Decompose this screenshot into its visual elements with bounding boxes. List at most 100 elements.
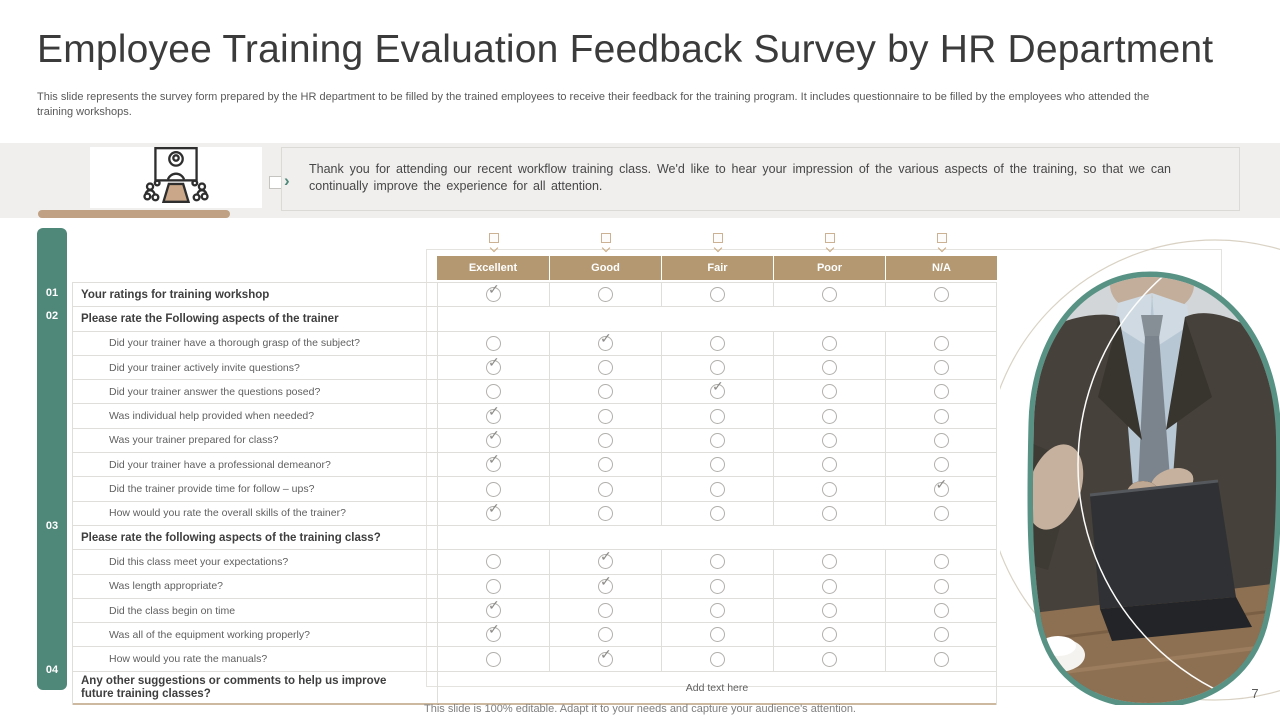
table-row: Please rate the following aspects of the… <box>73 525 996 551</box>
radio-excellent[interactable] <box>486 384 501 400</box>
intro-text-box: Thank you for attending our recent workf… <box>281 147 1240 211</box>
radio-good[interactable] <box>598 360 613 376</box>
radio-checked-excellent[interactable]: ✓ <box>486 282 501 303</box>
question-cell: Did your trainer have a thorough grasp o… <box>109 337 360 350</box>
radio-checked-fair[interactable]: ✓ <box>710 379 725 400</box>
radio-checked-n-a[interactable]: ✓ <box>933 477 949 497</box>
radio-fair[interactable] <box>710 627 725 643</box>
radio-n-a[interactable] <box>933 627 949 643</box>
radio-fair[interactable] <box>710 360 725 376</box>
radio-good[interactable] <box>598 384 613 400</box>
radio-checked-good[interactable]: ✓ <box>598 549 613 570</box>
rating-cell-excellent: ✓ <box>437 622 549 647</box>
table-row: Did your trainer have a thorough grasp o… <box>73 331 996 356</box>
radio-fair[interactable] <box>710 481 725 497</box>
radio-poor[interactable] <box>822 408 837 424</box>
radio-fair[interactable] <box>710 578 725 594</box>
radio-checked-excellent[interactable]: ✓ <box>486 428 501 448</box>
radio-poor[interactable] <box>822 432 837 448</box>
table-row: Was length appropriate? ✓ <box>73 574 996 599</box>
rating-cell-good <box>549 355 661 380</box>
radio-n-a[interactable] <box>933 603 949 618</box>
check-icon: ✓ <box>488 426 500 443</box>
radio-n-a[interactable] <box>933 651 949 667</box>
radio-n-a[interactable] <box>933 554 949 570</box>
radio-excellent[interactable] <box>486 554 501 570</box>
radio-checked-excellent[interactable]: ✓ <box>486 404 501 424</box>
radio-poor[interactable] <box>822 627 837 643</box>
radio-n-a[interactable] <box>933 505 949 521</box>
radio-poor[interactable] <box>822 457 837 473</box>
radio-checked-excellent[interactable]: ✓ <box>486 598 501 618</box>
radio-checked-excellent[interactable]: ✓ <box>486 452 501 473</box>
table-row: Did this class meet your expectations? ✓ <box>73 549 996 575</box>
rating-cell-poor <box>773 550 885 574</box>
question-cell: Was individual help provided when needed… <box>109 410 315 423</box>
column-header-spacer <box>72 256 437 280</box>
radio-fair[interactable] <box>710 651 725 667</box>
survey-header-row: Excellent Good Fair Poor N/A <box>72 256 997 280</box>
table-row: Any other suggestions or comments to hel… <box>73 671 996 706</box>
column-marker-icon-n-a <box>936 233 948 253</box>
radio-checked-excellent[interactable]: ✓ <box>486 622 501 643</box>
radio-n-a[interactable] <box>933 335 949 351</box>
radio-checked-excellent[interactable]: ✓ <box>486 355 501 376</box>
radio-good[interactable] <box>598 432 613 448</box>
radio-fair[interactable] <box>710 287 725 303</box>
radio-poor[interactable] <box>822 335 837 351</box>
radio-poor[interactable] <box>822 578 837 594</box>
radio-fair[interactable] <box>710 554 725 570</box>
question-cell: Was your trainer prepared for class? <box>109 434 279 447</box>
rating-cell-n-a <box>885 647 996 671</box>
check-icon: ✓ <box>488 451 500 468</box>
question-cell: Did your trainer answer the questions po… <box>109 385 321 398</box>
rating-cell-excellent: ✓ <box>437 452 549 477</box>
rating-cell-good <box>549 623 661 647</box>
radio-good[interactable] <box>598 457 613 473</box>
radio-good[interactable] <box>598 481 613 497</box>
radio-poor[interactable] <box>822 360 837 376</box>
radio-good[interactable] <box>598 287 613 303</box>
radio-n-a[interactable] <box>933 578 949 594</box>
radio-n-a[interactable] <box>933 360 949 376</box>
rating-cell-good: ✓ <box>549 331 661 355</box>
radio-n-a[interactable] <box>933 384 949 400</box>
radio-checked-good[interactable]: ✓ <box>598 647 613 667</box>
radio-poor[interactable] <box>822 481 837 497</box>
radio-poor[interactable] <box>822 554 837 570</box>
rating-cell-poor <box>773 355 885 380</box>
question-cell: Did the class begin on time <box>109 604 236 617</box>
survey-table: Excellent Good Fair Poor N/A Your ratings fo… <box>72 256 997 706</box>
radio-poor[interactable] <box>822 651 837 667</box>
add-text-placeholder[interactable]: Add text here <box>685 681 749 694</box>
radio-checked-excellent[interactable]: ✓ <box>486 501 501 521</box>
radio-excellent[interactable] <box>486 578 501 594</box>
radio-checked-good[interactable]: ✓ <box>598 331 613 351</box>
radio-good[interactable] <box>598 603 613 618</box>
radio-excellent[interactable] <box>486 651 501 667</box>
radio-n-a[interactable] <box>933 457 949 473</box>
radio-n-a[interactable] <box>933 432 949 448</box>
radio-excellent[interactable] <box>486 335 501 351</box>
radio-good[interactable] <box>598 505 613 521</box>
radio-n-a[interactable] <box>933 287 949 303</box>
radio-fair[interactable] <box>710 603 725 618</box>
radio-good[interactable] <box>598 408 613 424</box>
radio-fair[interactable] <box>710 457 725 473</box>
radio-poor[interactable] <box>822 603 837 618</box>
radio-fair[interactable] <box>710 432 725 448</box>
radio-fair[interactable] <box>710 408 725 424</box>
radio-excellent[interactable] <box>486 481 501 497</box>
rating-cell-excellent <box>437 647 549 671</box>
radio-n-a[interactable] <box>933 408 949 424</box>
radio-poor[interactable] <box>822 505 837 521</box>
radio-checked-good[interactable]: ✓ <box>598 574 613 594</box>
radio-fair[interactable] <box>710 335 725 351</box>
radio-fair[interactable] <box>710 505 725 521</box>
rating-cell-n-a <box>885 331 996 355</box>
radio-poor[interactable] <box>822 287 837 303</box>
radio-poor[interactable] <box>822 384 837 400</box>
radio-good[interactable] <box>598 627 613 643</box>
chevron-right-icon: › <box>284 171 290 190</box>
intro-text: Thank you for attending our recent workf… <box>309 162 1171 193</box>
